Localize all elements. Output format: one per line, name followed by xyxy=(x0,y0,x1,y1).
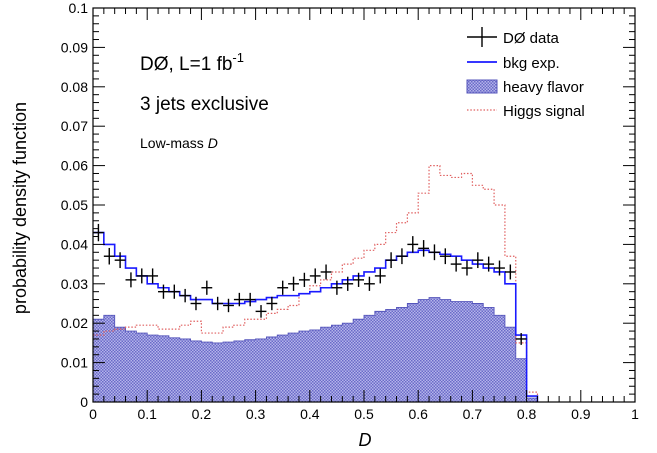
data-point xyxy=(201,280,213,295)
legend-entry-data: DØ data xyxy=(467,27,560,47)
x-tick-label: 0.7 xyxy=(463,406,483,422)
data-point xyxy=(212,296,224,311)
heavy-flavor-histogram xyxy=(92,297,538,403)
data-point xyxy=(331,280,343,295)
data-point xyxy=(277,280,289,295)
experiment-label: DØ, L=1 fb-1 xyxy=(140,50,244,75)
data-point xyxy=(147,268,159,284)
y-tick-label: 0.03 xyxy=(61,276,88,292)
data-point xyxy=(168,284,180,299)
data-point xyxy=(353,272,364,287)
data-point xyxy=(450,256,462,272)
chart-annotations: DØ, L=1 fb-1 3 jets exclusive Low-mass D xyxy=(140,50,269,151)
legend-label-bkg: bkg exp. xyxy=(503,55,560,72)
region-label: Low-mass D xyxy=(140,135,218,151)
axis-ticks xyxy=(92,7,636,403)
heavy-flavor-area xyxy=(92,297,538,403)
region-label-var: D xyxy=(208,135,218,151)
data-point xyxy=(504,264,516,280)
data-point xyxy=(103,247,115,265)
data-point xyxy=(364,276,375,291)
experiment-label-main: DØ, L=1 fb xyxy=(140,54,232,75)
y-tick-label: 0.09 xyxy=(61,39,88,55)
y-tick-label: 0.04 xyxy=(61,236,88,252)
y-tick-label: 0.07 xyxy=(61,118,88,134)
x-tick-label: 0.1 xyxy=(137,406,157,422)
data-point xyxy=(429,244,440,261)
x-tick-label: 0.9 xyxy=(571,406,591,422)
data-point xyxy=(244,292,256,307)
data-point xyxy=(439,248,451,265)
data-point xyxy=(418,240,430,257)
data-point xyxy=(515,333,527,345)
data-point xyxy=(320,264,332,280)
data-point xyxy=(114,252,126,269)
data-point xyxy=(461,260,473,276)
data-point xyxy=(483,256,495,272)
selection-label: 3 jets exclusive xyxy=(140,94,269,115)
data-point xyxy=(396,248,408,265)
data-point xyxy=(288,276,299,291)
data-point xyxy=(233,292,245,307)
x-axis-title: D xyxy=(359,430,372,450)
data-point xyxy=(179,288,191,303)
data-point xyxy=(407,236,419,253)
legend-label-data: DØ data xyxy=(503,30,560,47)
legend-entry-hf: heavy flavor xyxy=(466,79,584,96)
data-point xyxy=(93,223,104,242)
data-point xyxy=(472,252,484,269)
data-point xyxy=(223,298,234,313)
data-point xyxy=(494,260,505,276)
data-points xyxy=(93,223,527,345)
legend-entry-bkg: bkg exp. xyxy=(467,55,560,72)
y-tick-label: 0.08 xyxy=(61,79,88,95)
region-label-prefix: Low-mass xyxy=(140,135,208,151)
y-tick-label: 0.02 xyxy=(61,315,88,331)
legend-hf-swatch xyxy=(466,79,498,94)
legend: DØ data bkg exp. heavy flavor Higgs sign… xyxy=(466,27,585,120)
x-tick-label: 0 xyxy=(89,406,97,422)
data-point xyxy=(136,268,148,284)
x-tick-label: 0.5 xyxy=(354,406,374,422)
data-point xyxy=(125,272,137,288)
x-tick-label: 0.6 xyxy=(408,406,428,422)
x-tick-label: 0.3 xyxy=(246,406,266,422)
data-point xyxy=(190,296,202,311)
data-point xyxy=(158,284,169,299)
x-tick-label: 0.2 xyxy=(192,406,212,422)
y-tick-label: 0 xyxy=(80,394,88,410)
y-axis-title: probability density function xyxy=(10,102,30,314)
y-tick-label: 0.1 xyxy=(69,0,89,16)
data-point xyxy=(374,268,386,284)
legend-label-higgs: Higgs signal xyxy=(503,103,585,120)
data-point xyxy=(309,268,321,284)
y-tick-label: 0.06 xyxy=(61,158,88,174)
data-point xyxy=(385,252,397,269)
x-tick-labels: 0 0.1 0.2 0.3 0.4 0.5 0.6 0.7 0.8 0.9 1 xyxy=(89,406,639,422)
y-tick-label: 0.05 xyxy=(61,197,88,213)
legend-label-hf: heavy flavor xyxy=(503,79,584,96)
legend-entry-higgs: Higgs signal xyxy=(467,103,585,120)
x-tick-label: 0.8 xyxy=(517,406,537,422)
x-tick-label: 0.4 xyxy=(300,406,320,422)
y-tick-labels: 0 0.01 0.02 0.03 0.04 0.05 0.06 0.07 0.08 0.09 0.1 xyxy=(61,0,88,410)
data-point xyxy=(342,276,354,291)
x-tick-label: 1 xyxy=(631,406,639,422)
experiment-label-sup: -1 xyxy=(232,50,244,65)
data-point xyxy=(255,305,267,318)
data-point xyxy=(266,296,278,311)
y-tick-label: 0.01 xyxy=(61,355,88,371)
data-point xyxy=(298,272,310,287)
